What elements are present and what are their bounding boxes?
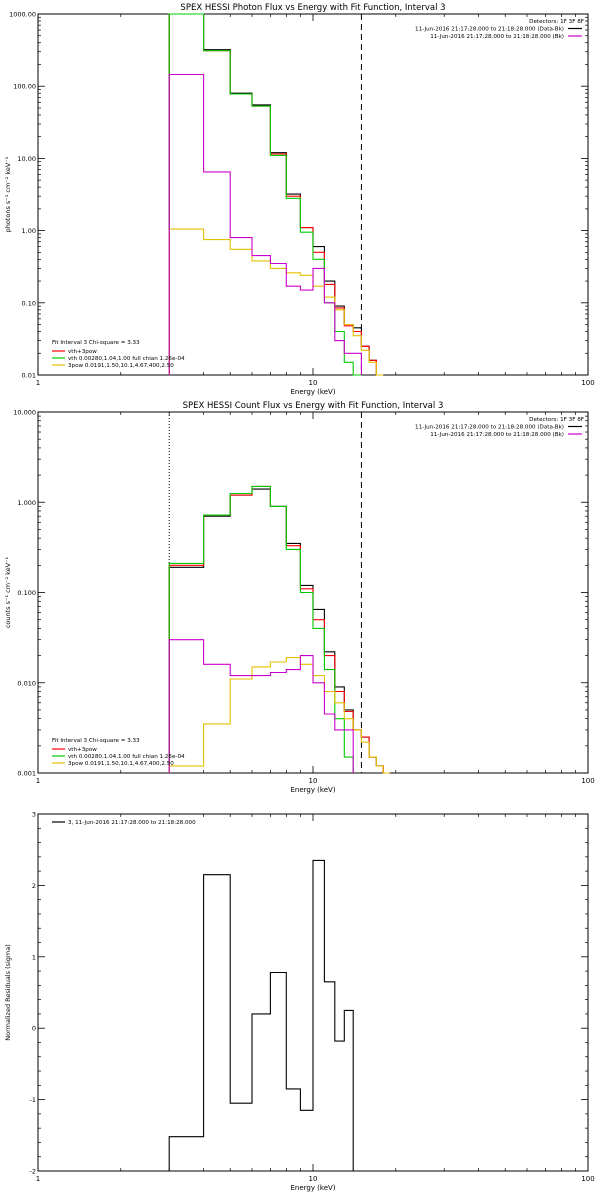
y-tick-label: 1.00 [22, 227, 36, 235]
series-3pow [168, 657, 390, 774]
x-tick-label: 1 [36, 379, 40, 387]
legend-label: vth 0.00280,1.04,1.00 full chian 1.26e-0… [68, 356, 185, 362]
header-line: Detectors: 1F 3F 8F [529, 417, 584, 423]
series-data-bk [168, 13, 384, 376]
y-tick-label: 10.000 [13, 409, 36, 417]
y-tick-label: -1 [30, 1096, 36, 1104]
x-tick-label: 1 [36, 777, 40, 785]
y-tick-label: 0.100 [17, 589, 36, 597]
legend-label: 3pow 0.0191,1.50,10.1,4.67,400,2.50 [68, 363, 174, 369]
y-tick-label: 2 [32, 882, 36, 890]
x-tick-label: 100 [581, 379, 594, 387]
y-axis-label: counts s⁻¹ cm⁻² keV⁻¹ [4, 556, 12, 628]
y-tick-label: 0.001 [17, 770, 36, 778]
y-tick-label: 1000.00 [9, 11, 36, 19]
x-tick-label: 1 [36, 1175, 40, 1183]
legend-title: Fit Interval 3 Chi-square = 3.33 [52, 738, 140, 744]
series-vth [168, 485, 354, 773]
chart-title: SPEX HESSI Count Flux vs Energy with Fit… [183, 401, 444, 411]
y-tick-label: -2 [30, 1168, 36, 1176]
legend-label: vth 0.00280,1.04,1.00 full chian 1.26e-0… [68, 754, 185, 760]
series-residuals [168, 859, 362, 1172]
x-axis-label: Energy (keV) [290, 1184, 335, 1192]
x-tick-label: 100 [581, 1175, 594, 1183]
header-line: 11-Jun-2016 21:17:28.000 to 21:18:28.000… [430, 432, 564, 438]
x-axis-label: Energy (keV) [290, 388, 335, 396]
y-tick-label: 100.00 [13, 83, 36, 91]
series-vth-3pow [168, 485, 384, 773]
series-bk [168, 73, 362, 375]
x-tick-label: 10 [309, 777, 318, 785]
header-line: 11-Jun-2016 21:17:28.000 to 21:18:28.000… [430, 34, 564, 40]
legend-title: Fit Interval 3 Chi-square = 3.33 [52, 340, 140, 346]
chart-title: SPEX HESSI Photon Flux vs Energy with Fi… [180, 3, 445, 13]
y-tick-label: 1 [32, 953, 36, 961]
y-tick-label: 1.000 [17, 499, 36, 507]
legend-label: vth+3pow [68, 349, 97, 355]
x-tick-label: 100 [581, 777, 594, 785]
y-tick-label: 0.010 [17, 679, 36, 687]
y-axis-label: photons s⁻¹ cm⁻² keV⁻¹ [4, 156, 12, 232]
legend-label: 3, 11-Jun-2016 21:17:28.000 to 21:18:28.… [68, 820, 196, 826]
y-tick-label: 0.01 [22, 372, 36, 380]
series-vth-3pow [168, 13, 384, 376]
header-line: Detectors: 1F 3F 8F [529, 19, 584, 25]
legend-label: 3pow 0.0191,1.50,10.1,4.67,400,2.50 [68, 761, 174, 767]
y-tick-label: 10.00 [17, 155, 36, 163]
x-tick-label: 10 [309, 1175, 318, 1183]
x-axis-label: Energy (keV) [290, 786, 335, 794]
series-bk [168, 639, 354, 773]
y-tick-label: 3 [32, 811, 36, 819]
y-tick-label: 0 [32, 1025, 36, 1033]
series-vth [168, 13, 362, 376]
header-line: 11-Jun-2016 21:17:28.000 to 21:18:28.000… [415, 27, 564, 33]
x-tick-label: 10 [309, 379, 318, 387]
y-tick-label: 0.10 [22, 299, 36, 307]
y-axis-label: Normalized Residuals (sigma) [4, 944, 12, 1041]
header-line: 11-Jun-2016 21:17:28.000 to 21:18:28.000… [415, 425, 564, 431]
plot-frame [37, 13, 589, 376]
legend-label: vth+3pow [68, 747, 97, 753]
